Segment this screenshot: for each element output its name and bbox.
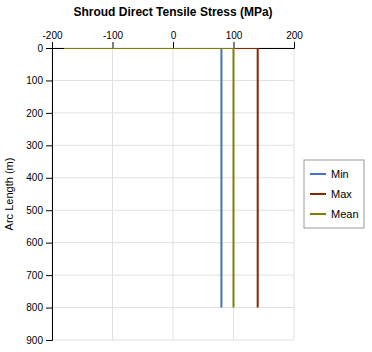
y-tick-label: 500: [26, 205, 43, 216]
x-axis: -200 -100 0 100 200: [42, 30, 303, 49]
y-tick: 0: [37, 43, 52, 54]
x-tick-label: 200: [286, 30, 303, 41]
x-tick-mark: [113, 42, 114, 48]
y-tick-label: 300: [26, 140, 43, 151]
legend-label: Max: [331, 188, 352, 200]
x-tick-label: 100: [226, 30, 243, 41]
y-tick-mark: [46, 243, 52, 244]
y-tick: 700: [26, 270, 52, 281]
chart-container: -200 -100 0 100 200 0 100 200 300 400 500 600 700 800…: [0, 0, 372, 352]
y-tick-label: 100: [26, 75, 43, 86]
x-tick: 0: [171, 30, 177, 48]
y-tick-mark: [46, 275, 52, 276]
y-tick-mark: [46, 308, 52, 309]
y-tick-label: 400: [26, 172, 43, 183]
y-tick-mark: [46, 113, 52, 114]
y-tick-label: 0: [37, 43, 43, 54]
x-tick: 100: [226, 30, 243, 48]
x-grid-line: [112, 48, 113, 340]
chart: -200 -100 0 100 200 0 100 200 300 400 500 600 700 800…: [0, 0, 372, 352]
y-axis: 0 100 200 300 400 500 600 700 800 900: [26, 43, 52, 346]
y-tick: 900: [26, 335, 52, 346]
x-tick: -100: [103, 30, 123, 48]
x-axis-line: [53, 42, 295, 49]
series-line: [64, 48, 221, 308]
y-tick-mark: [46, 210, 52, 211]
y-tick: 800: [26, 302, 52, 313]
legend-label: Mean: [331, 208, 359, 220]
y-tick: 100: [26, 75, 52, 86]
x-tick-label: 0: [171, 30, 177, 41]
grid: [52, 48, 294, 340]
y-tick-label: 900: [26, 335, 43, 346]
y-tick: 200: [26, 108, 52, 119]
title: Shroud Direct Tensile Stress (MPa): [73, 5, 272, 19]
series-line: [64, 48, 258, 308]
y-tick-mark: [46, 340, 52, 341]
y-tick-mark: [46, 178, 52, 179]
y-tick: 300: [26, 140, 52, 151]
y-tick-label: 700: [26, 270, 43, 281]
x-tick-mark: [234, 42, 235, 48]
y-tick-label: 200: [26, 108, 43, 119]
plot-area: [64, 48, 258, 308]
legend-swatch: [310, 193, 326, 195]
y-tick-label: 800: [26, 302, 43, 313]
x-tick: -200: [42, 30, 62, 48]
legend-box: [304, 160, 364, 228]
y-tick-mark: [46, 80, 52, 81]
x-grid-line: [294, 48, 295, 340]
x-grid-line: [173, 48, 174, 340]
y-tick: 400: [26, 172, 52, 183]
y-tick-mark: [46, 145, 52, 146]
x-tick-mark: [294, 42, 295, 48]
y-tick-label: 600: [26, 237, 43, 248]
y-axis-title: Arc Length (m): [3, 158, 15, 231]
x-tick: 200: [286, 30, 303, 48]
x-tick-mark: [52, 42, 53, 48]
x-tick-mark: [173, 42, 174, 48]
y-tick: 500: [26, 205, 52, 216]
x-tick-label: -200: [42, 30, 62, 41]
x-tick-label: -100: [103, 30, 123, 41]
y-grid-line: [52, 340, 294, 341]
y-axis-line: [46, 49, 53, 341]
legend: Min Max Mean: [304, 160, 364, 228]
legend-label: Min: [331, 168, 349, 180]
legend-swatch: [310, 173, 326, 175]
legend-swatch: [310, 213, 326, 215]
series-line: [64, 48, 233, 308]
y-tick-mark: [46, 48, 52, 49]
y-tick: 600: [26, 237, 52, 248]
